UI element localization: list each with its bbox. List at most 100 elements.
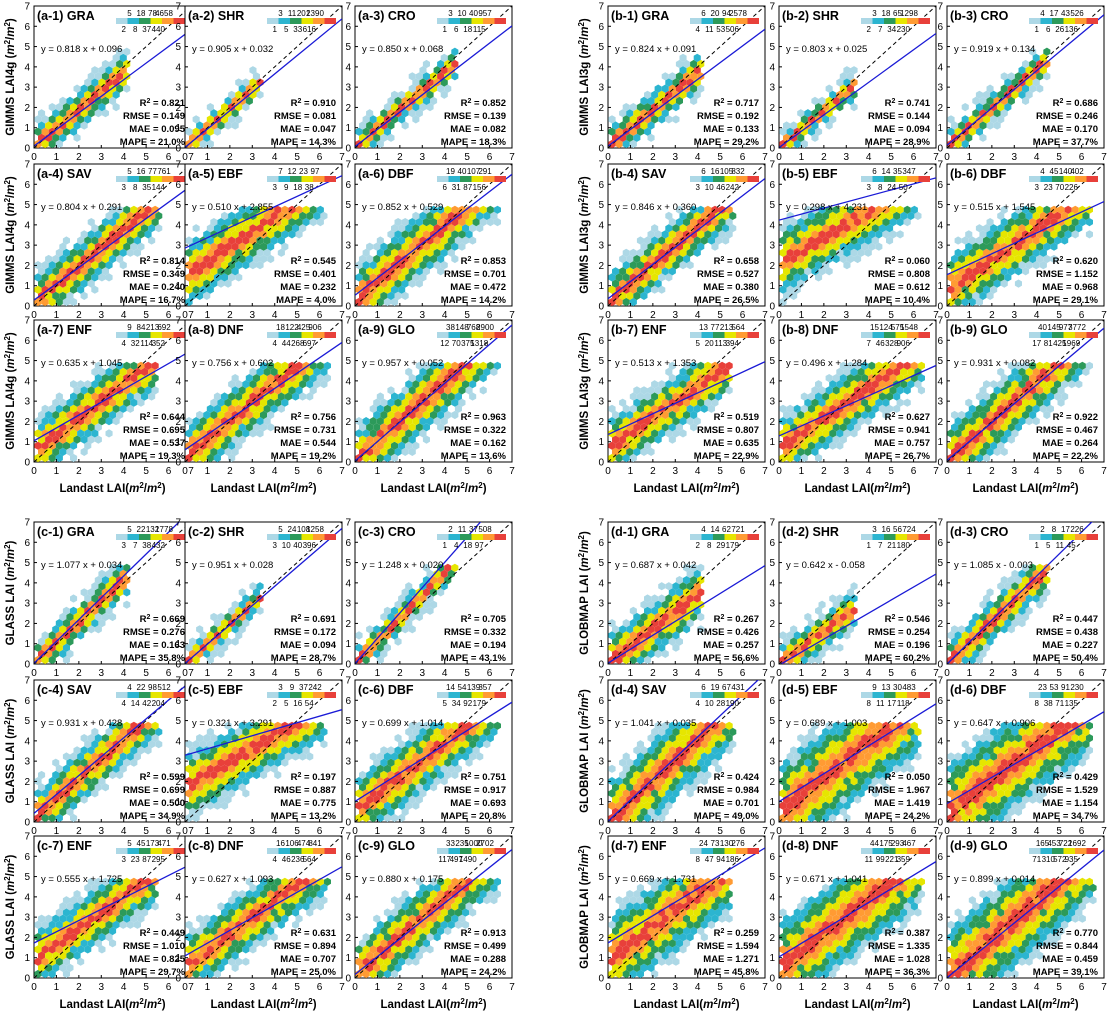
hexbin-cell — [1029, 84, 1037, 93]
hexbin-layer — [779, 164, 936, 306]
hexbin-cell — [238, 386, 246, 395]
hexbin-cell — [975, 441, 983, 450]
mae-stat: MAE = 0.693 — [450, 798, 506, 809]
hexbin-cell — [126, 224, 134, 233]
colorbar-swatch — [861, 18, 873, 24]
hexbin-cell — [38, 121, 46, 130]
y-tick-label: 2 — [345, 777, 351, 788]
hexbin-cell — [783, 121, 791, 130]
hexbin-cell — [850, 66, 858, 75]
hexbin-cell — [306, 752, 314, 761]
hexbin-cell — [668, 254, 676, 264]
y-tick-label: 2 — [937, 103, 943, 114]
hexbin-cell — [857, 367, 865, 376]
hexbin-cell — [651, 248, 659, 257]
hexbin-cell — [263, 752, 271, 761]
mape-stat: MAPE = 34.9% — [120, 811, 186, 822]
y-tick-label: 1 — [24, 281, 30, 292]
hexbin-cell — [1007, 230, 1015, 239]
x-tick-label: 4 — [695, 466, 701, 477]
hexbin-cell — [355, 417, 363, 426]
colorbar-swatch — [907, 332, 919, 338]
hexbin-cell — [112, 727, 120, 736]
hexbin-cell — [419, 66, 427, 75]
hexbin-cell — [228, 273, 236, 282]
hexbin-cell — [59, 254, 67, 264]
hexbin-cell — [1039, 211, 1047, 220]
hexbin-cell — [235, 78, 243, 87]
hexbin-cell — [825, 398, 833, 407]
hexbin-cell — [479, 386, 487, 395]
hexbin-cell — [815, 236, 823, 245]
colorbar-bottom-label: 34 — [452, 699, 461, 708]
hexbin-cell — [440, 66, 448, 75]
rmse-stat: RMSE = 0.139 — [444, 111, 506, 122]
hexbin-cell — [55, 429, 63, 438]
hexbin-cell — [433, 569, 441, 578]
colorbar-swatch — [116, 534, 128, 540]
hexbin-cell — [189, 926, 197, 936]
hexbin-cell — [101, 783, 109, 792]
x-tick-label: 1 — [54, 826, 60, 837]
hexbin-cell — [245, 96, 253, 105]
hexbin-cell — [979, 267, 987, 276]
x-tick-label: 4 — [121, 310, 127, 321]
hexbin-cell — [711, 386, 719, 395]
colorbar-bottom-label: 7 — [867, 339, 872, 348]
hexbin-cell — [1022, 410, 1030, 420]
hexbin-cell — [665, 273, 673, 282]
hexbin-cell — [986, 447, 994, 456]
hexbin-cell — [245, 254, 253, 264]
hexbin-cell — [672, 115, 680, 124]
hexbin-cell — [622, 297, 630, 306]
hexbin-cell — [387, 807, 395, 816]
hexbin-cell — [84, 441, 92, 450]
hexbin-cell — [80, 423, 88, 432]
hexbin-cell — [951, 410, 959, 420]
hexbin-cell — [299, 752, 307, 761]
hexbin-cell — [896, 386, 904, 395]
hexbin-cell — [34, 127, 42, 136]
hexbin-cell — [983, 404, 991, 413]
hexbin-cell — [109, 721, 117, 730]
hexbin-cell — [80, 242, 88, 251]
hexbin-cell — [148, 392, 156, 401]
hexbin-cell — [651, 261, 659, 270]
hexbin-cell — [654, 267, 662, 276]
hexbin-cell — [665, 211, 673, 220]
hexbin-cell — [979, 291, 987, 300]
hexbin-cell — [990, 392, 998, 401]
hexbin-cell — [846, 84, 854, 93]
y-tick-label: 2 — [175, 619, 181, 630]
hexbin-cell — [373, 291, 381, 300]
hexbin-cell — [206, 285, 214, 294]
hexbin-cell — [133, 908, 141, 917]
hexbin-cell — [77, 945, 85, 954]
hexbin-cell — [270, 380, 278, 389]
hexbin-cell — [779, 127, 787, 136]
hexbin-cell — [878, 404, 886, 413]
hexbin-cell — [217, 267, 225, 276]
hexbin-cell — [295, 902, 303, 911]
hexbin-cell — [622, 417, 630, 426]
hexbin-cell — [633, 423, 641, 432]
colorbar-top-label: 4 — [127, 683, 132, 692]
hexbin-cell — [419, 606, 427, 615]
hexbin-cell — [52, 447, 60, 456]
hexbin-cell — [217, 637, 225, 646]
rmse-stat: RMSE = 0.276 — [123, 627, 185, 638]
hexbin-cell — [1032, 236, 1040, 245]
hexbin-cell — [997, 429, 1005, 438]
hexbin-cell — [203, 734, 211, 743]
one-to-one-line — [355, 680, 512, 822]
hexbin-cell — [151, 734, 159, 743]
hexbin-cell — [48, 813, 56, 822]
hexbin-cell — [213, 261, 221, 270]
x-tick-label: 5 — [464, 466, 470, 477]
hexbin-cell — [651, 236, 659, 245]
hexbin-cell — [270, 883, 278, 892]
hexbin-cell — [133, 740, 141, 749]
y-tick-label: 0 — [175, 302, 181, 313]
hexbin-cell — [917, 361, 925, 370]
